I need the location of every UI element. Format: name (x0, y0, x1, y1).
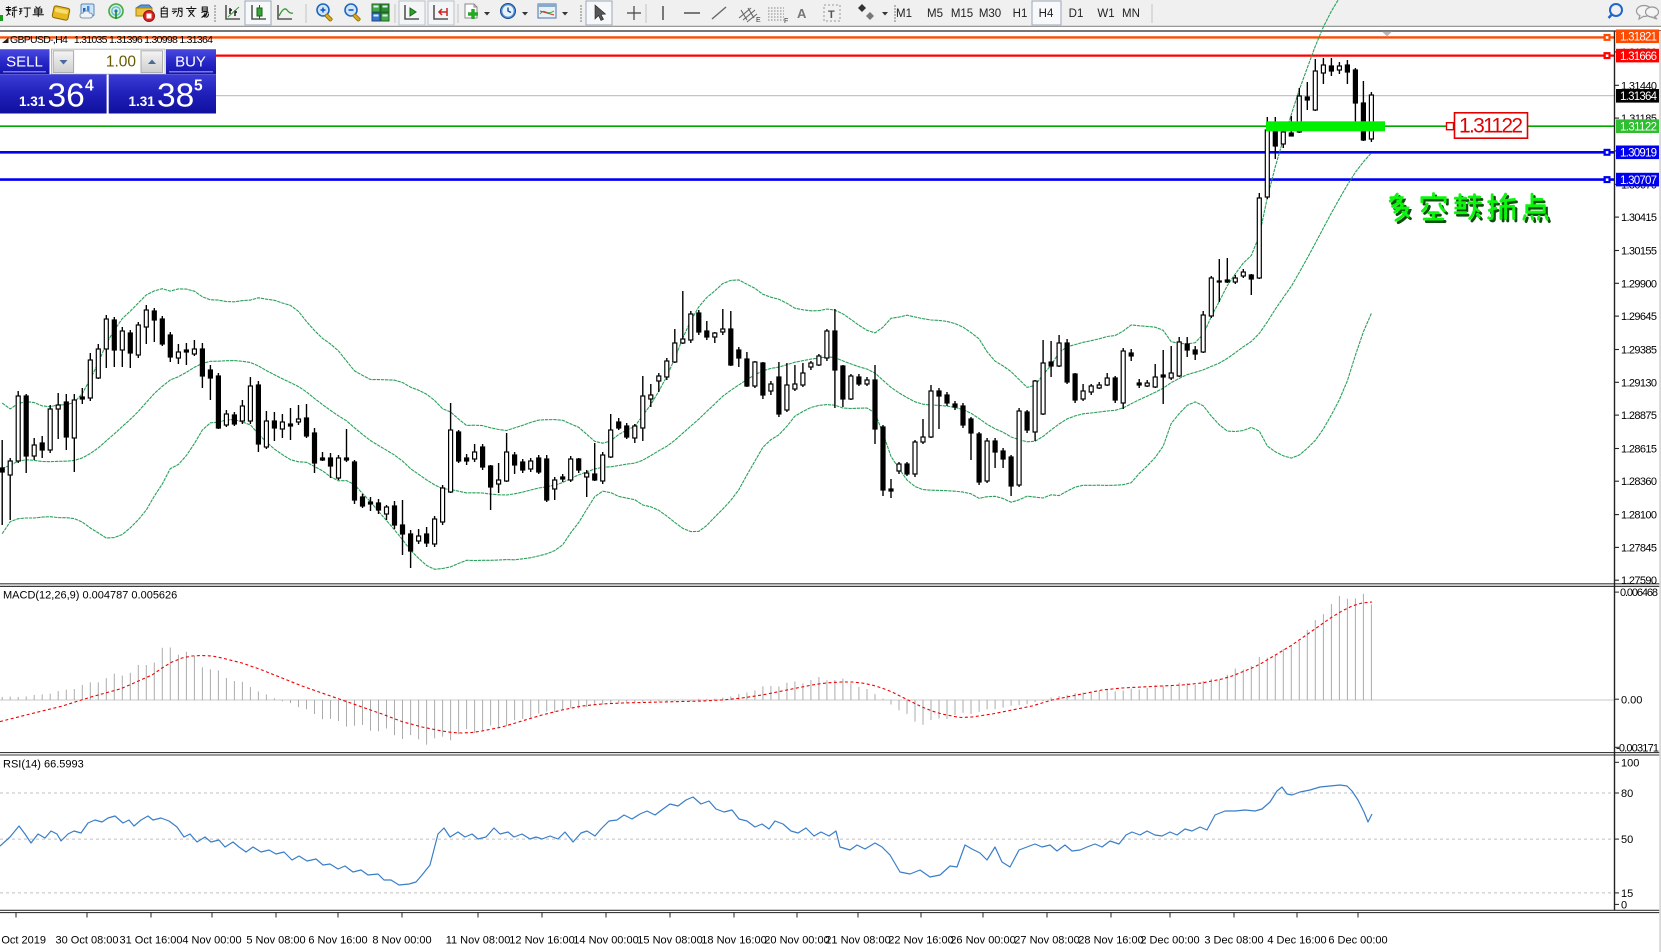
svg-text:1.31821: 1.31821 (1620, 32, 1657, 44)
svg-text:1.31: 1.31 (129, 94, 156, 109)
svg-text:1.29385: 1.29385 (1621, 345, 1657, 357)
svg-text:1.28100: 1.28100 (1621, 510, 1657, 522)
svg-text:50: 50 (1621, 834, 1633, 846)
svg-text:GBPUSD-,H4 1.31035 1.31396 1.: GBPUSD-,H4 1.31035 1.31396 1.30998 1.313… (10, 34, 213, 46)
svg-text:1.31: 1.31 (19, 94, 46, 109)
svg-text:15 Nov 08:00: 15 Nov 08:00 (637, 935, 702, 947)
svg-text:3 Dec 08:00: 3 Dec 08:00 (1204, 935, 1263, 947)
svg-text:15: 15 (1621, 888, 1633, 900)
svg-text:H1: H1 (1013, 8, 1028, 20)
svg-text:1.31122: 1.31122 (1459, 115, 1523, 138)
svg-text:H4: H4 (1039, 8, 1054, 20)
svg-text:1.31122: 1.31122 (1620, 121, 1657, 133)
svg-text:30 Oct 08:00: 30 Oct 08:00 (56, 935, 119, 947)
svg-text:1.29130: 1.29130 (1621, 377, 1657, 389)
svg-text:6 Dec 00:00: 6 Dec 00:00 (1328, 935, 1387, 947)
svg-text:M5: M5 (927, 8, 943, 20)
svg-text:0: 0 (1621, 899, 1627, 911)
svg-text:14 Nov 00:00: 14 Nov 00:00 (573, 935, 638, 947)
svg-text:SELL: SELL (6, 54, 43, 71)
svg-text:0.00: 0.00 (1621, 694, 1642, 706)
svg-text:6 Nov 16:00: 6 Nov 16:00 (308, 935, 367, 947)
svg-text:1.28360: 1.28360 (1621, 476, 1657, 488)
svg-text:28 Nov 16:00: 28 Nov 16:00 (1078, 935, 1143, 947)
svg-text:38: 38 (157, 78, 194, 115)
svg-text:1.29645: 1.29645 (1621, 311, 1657, 323)
svg-text:0.006468: 0.006468 (1620, 587, 1658, 599)
svg-text:1.27590: 1.27590 (1621, 575, 1657, 587)
svg-text:F: F (784, 18, 788, 25)
svg-text:1.27845: 1.27845 (1621, 542, 1657, 554)
svg-text:11 Nov 08:00: 11 Nov 08:00 (446, 935, 511, 947)
svg-text:1.30415: 1.30415 (1621, 212, 1657, 224)
svg-text:1.29900: 1.29900 (1621, 278, 1657, 290)
svg-text:22 Nov 16:00: 22 Nov 16:00 (888, 935, 953, 947)
svg-text:M1: M1 (896, 8, 912, 20)
svg-text:80: 80 (1621, 788, 1633, 800)
svg-text:1.31666: 1.31666 (1620, 51, 1657, 63)
svg-text:A: A (797, 6, 807, 21)
svg-text:100: 100 (1621, 757, 1639, 769)
svg-text:1.31364: 1.31364 (1620, 91, 1658, 103)
svg-text:W1: W1 (1097, 8, 1114, 20)
svg-text:21 Nov 08:00: 21 Nov 08:00 (825, 935, 890, 947)
svg-text:-0.003171: -0.003171 (1616, 742, 1659, 754)
svg-text:4: 4 (85, 78, 94, 95)
svg-text:D1: D1 (1069, 8, 1084, 20)
svg-text:1.00: 1.00 (106, 54, 137, 71)
svg-text:36: 36 (48, 78, 85, 115)
svg-text:2 Dec 00:00: 2 Dec 00:00 (1140, 935, 1199, 947)
svg-text:5: 5 (194, 78, 203, 95)
svg-text:1.28615: 1.28615 (1621, 444, 1657, 456)
svg-text:31 Oct 16:00: 31 Oct 16:00 (120, 935, 183, 947)
svg-text:29 Oct 2019: 29 Oct 2019 (0, 935, 46, 947)
svg-text:M15: M15 (951, 8, 973, 20)
svg-text:MACD(12,26,9) 0.004787 0.00562: MACD(12,26,9) 0.004787 0.005626 (3, 590, 177, 602)
svg-text:T: T (828, 9, 835, 21)
svg-text:8 Nov 00:00: 8 Nov 00:00 (372, 935, 431, 947)
svg-text:1.30919: 1.30919 (1620, 148, 1657, 160)
svg-text:12 Nov 16:00: 12 Nov 16:00 (509, 935, 574, 947)
svg-text:BUY: BUY (175, 54, 206, 71)
svg-text:M30: M30 (979, 8, 1001, 20)
svg-text:18 Nov 16:00: 18 Nov 16:00 (701, 935, 766, 947)
svg-text:MN: MN (1122, 8, 1140, 20)
svg-text:1.28875: 1.28875 (1621, 410, 1657, 422)
svg-text:26 Nov 00:00: 26 Nov 00:00 (950, 935, 1015, 947)
svg-text:1.30155: 1.30155 (1621, 246, 1657, 258)
svg-text:27 Nov 08:00: 27 Nov 08:00 (1014, 935, 1079, 947)
svg-text:E: E (756, 17, 761, 24)
svg-text:20 Nov 00:00: 20 Nov 00:00 (764, 935, 829, 947)
svg-text:RSI(14) 66.5993: RSI(14) 66.5993 (3, 759, 84, 771)
svg-text:1.30707: 1.30707 (1620, 175, 1657, 187)
svg-text:4 Nov 00:00: 4 Nov 00:00 (182, 935, 241, 947)
svg-text:4 Dec 16:00: 4 Dec 16:00 (1267, 935, 1326, 947)
svg-text:5 Nov 08:00: 5 Nov 08:00 (246, 935, 305, 947)
